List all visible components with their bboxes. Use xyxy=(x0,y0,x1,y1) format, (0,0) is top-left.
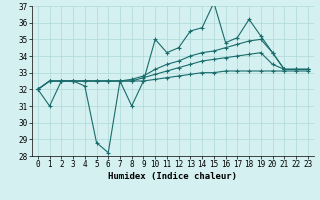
X-axis label: Humidex (Indice chaleur): Humidex (Indice chaleur) xyxy=(108,172,237,181)
